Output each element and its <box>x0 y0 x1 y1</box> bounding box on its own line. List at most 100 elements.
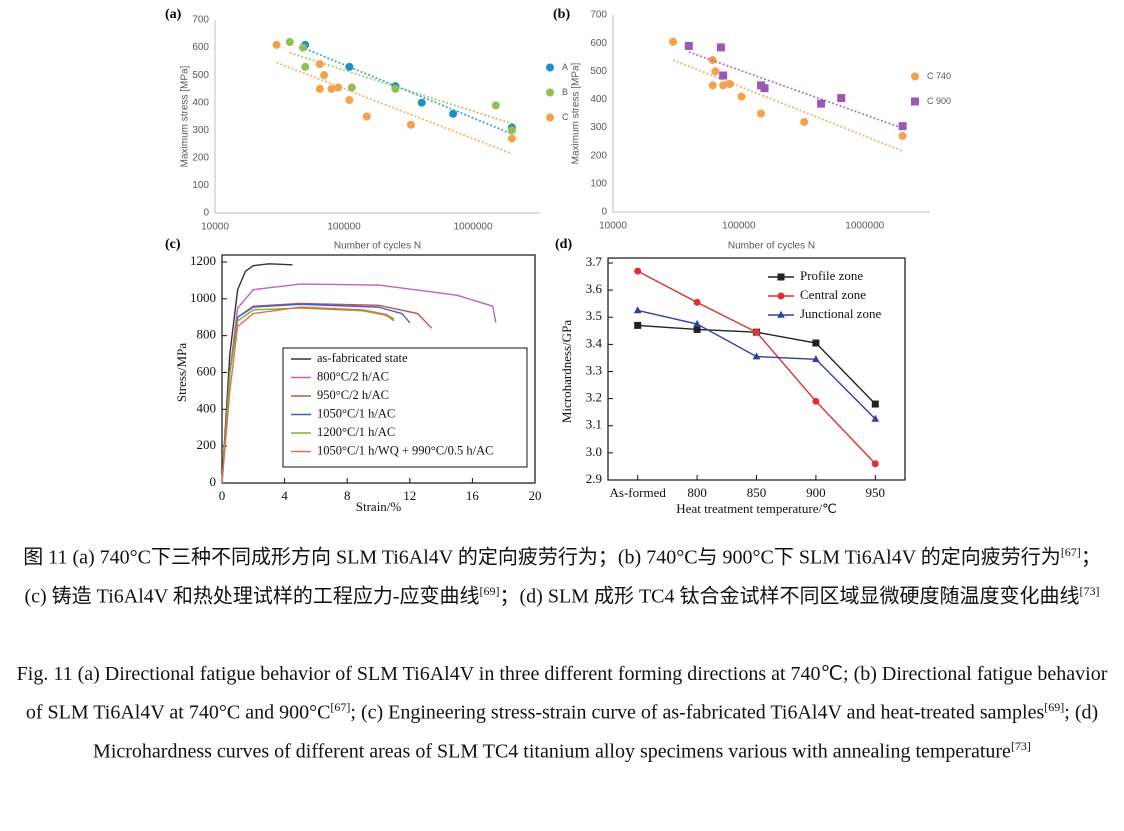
marker <box>417 98 426 107</box>
y-axis-label: Stress/MPa <box>174 343 189 402</box>
x-tick-label: 1000000 <box>845 221 884 232</box>
marker <box>546 113 554 122</box>
series-line <box>637 324 876 405</box>
marker <box>285 38 294 47</box>
x-tick-label: 4 <box>281 488 288 503</box>
citation: [67] <box>1060 545 1081 559</box>
y-tick-label: 200 <box>192 152 209 163</box>
caption-zh: 图 11 (a) 740°C下三种不同成形方向 SLM Ti6Al4V 的定向疲… <box>10 536 1114 613</box>
marker <box>725 79 734 88</box>
panel-label: (b) <box>553 7 570 22</box>
x-tick-label: 20 <box>529 488 542 503</box>
marker <box>753 328 760 336</box>
legend-label: 1200°C/1 h/AC <box>317 425 395 439</box>
marker <box>777 273 785 281</box>
legend-label: B <box>562 87 568 97</box>
marker <box>449 109 458 118</box>
series-line <box>637 309 876 420</box>
marker <box>634 267 642 275</box>
legend-label: Junctional zone <box>800 306 881 321</box>
legend-label: Profile zone <box>800 268 863 283</box>
y-tick-label: 1200 <box>190 253 216 268</box>
x-axis-label: Strain/% <box>356 499 402 514</box>
marker <box>345 62 354 71</box>
caption-text: ；(d) SLM 成形 TC4 钛合金试样不同区域显微硬度随温度变化曲线 <box>499 585 1080 608</box>
y-tick-label: 3.6 <box>586 281 603 296</box>
y-tick-label: 3.3 <box>586 362 602 377</box>
x-tick-label: 10000 <box>201 222 229 233</box>
marker <box>315 84 324 93</box>
x-tick-label: 10000 <box>599 221 627 232</box>
marker <box>684 41 693 50</box>
marker <box>507 134 516 143</box>
y-tick-label: 600 <box>192 42 209 53</box>
legend-box <box>282 347 528 468</box>
marker <box>719 71 728 80</box>
marker <box>345 95 354 104</box>
trendline <box>276 61 513 155</box>
marker <box>898 132 907 141</box>
marker <box>898 122 907 131</box>
legend-label: 800°C/2 h/AC <box>317 369 389 383</box>
y-axis-label: Maximum stress [MPa] <box>571 62 582 164</box>
panel-label: (c) <box>165 237 181 252</box>
citation: [73] <box>1079 583 1100 598</box>
x-tick-label: As-formed <box>610 485 667 500</box>
plot-frame <box>221 254 536 484</box>
marker <box>871 400 879 408</box>
marker <box>757 109 766 118</box>
marker <box>334 83 343 92</box>
x-axis-label: Number of cycles N <box>334 241 421 252</box>
y-tick-label: 700 <box>590 10 607 21</box>
y-tick-label: 300 <box>192 125 209 136</box>
marker <box>546 88 554 97</box>
panel-label: (d) <box>555 237 572 252</box>
marker <box>871 460 879 468</box>
y-axis-label: Microhardness/GPa <box>559 320 574 423</box>
marker <box>546 63 554 72</box>
y-tick-label: 3.1 <box>586 417 602 432</box>
legend-label: 1050°C/1 h/AC <box>317 406 395 420</box>
legend-label: 1050°C/1 h/WQ + 990°C/0.5 h/AC <box>317 443 493 457</box>
legend-label: as-fabricated state <box>317 351 408 365</box>
marker <box>298 43 307 52</box>
marker <box>719 81 728 90</box>
marker <box>737 92 746 101</box>
legend-label: 950°C/2 h/AC <box>317 388 389 402</box>
y-tick-label: 400 <box>197 400 217 415</box>
marker <box>693 325 701 333</box>
caption-en: Fig. 11 (a) Directional fatigue behavior… <box>10 658 1114 768</box>
marker <box>800 117 809 126</box>
marker <box>391 84 400 93</box>
marker <box>347 83 356 92</box>
y-tick-label: 2.9 <box>586 471 602 486</box>
caption-text: 图 11 (a) 740°C下三种不同成形方向 SLM Ti6Al4V 的定向疲… <box>23 546 1061 569</box>
marker <box>871 414 880 422</box>
marker <box>633 306 642 314</box>
marker <box>327 84 336 93</box>
marker <box>634 321 642 329</box>
y-tick-label: 500 <box>590 66 607 77</box>
marker <box>716 43 725 52</box>
marker <box>301 62 310 71</box>
marker <box>817 99 826 108</box>
marker <box>406 120 415 129</box>
citation: [67] <box>330 700 351 714</box>
marker <box>693 298 701 306</box>
marker <box>320 71 329 80</box>
citation: [73] <box>1010 738 1031 753</box>
legend-label: C 740 <box>927 71 951 81</box>
panel-label: (a) <box>165 7 182 22</box>
series-line <box>221 263 293 484</box>
marker <box>812 397 820 405</box>
x-tick-label: 100000 <box>327 222 361 233</box>
x-tick-label: 12 <box>403 488 416 503</box>
y-tick-label: 600 <box>197 363 217 378</box>
marker <box>777 310 785 318</box>
marker <box>669 37 678 46</box>
y-axis-label: Maximum stress [MPa] <box>180 65 191 167</box>
marker <box>752 352 761 360</box>
caption-text: ; (d) Microhardness curves of different … <box>93 701 1099 763</box>
